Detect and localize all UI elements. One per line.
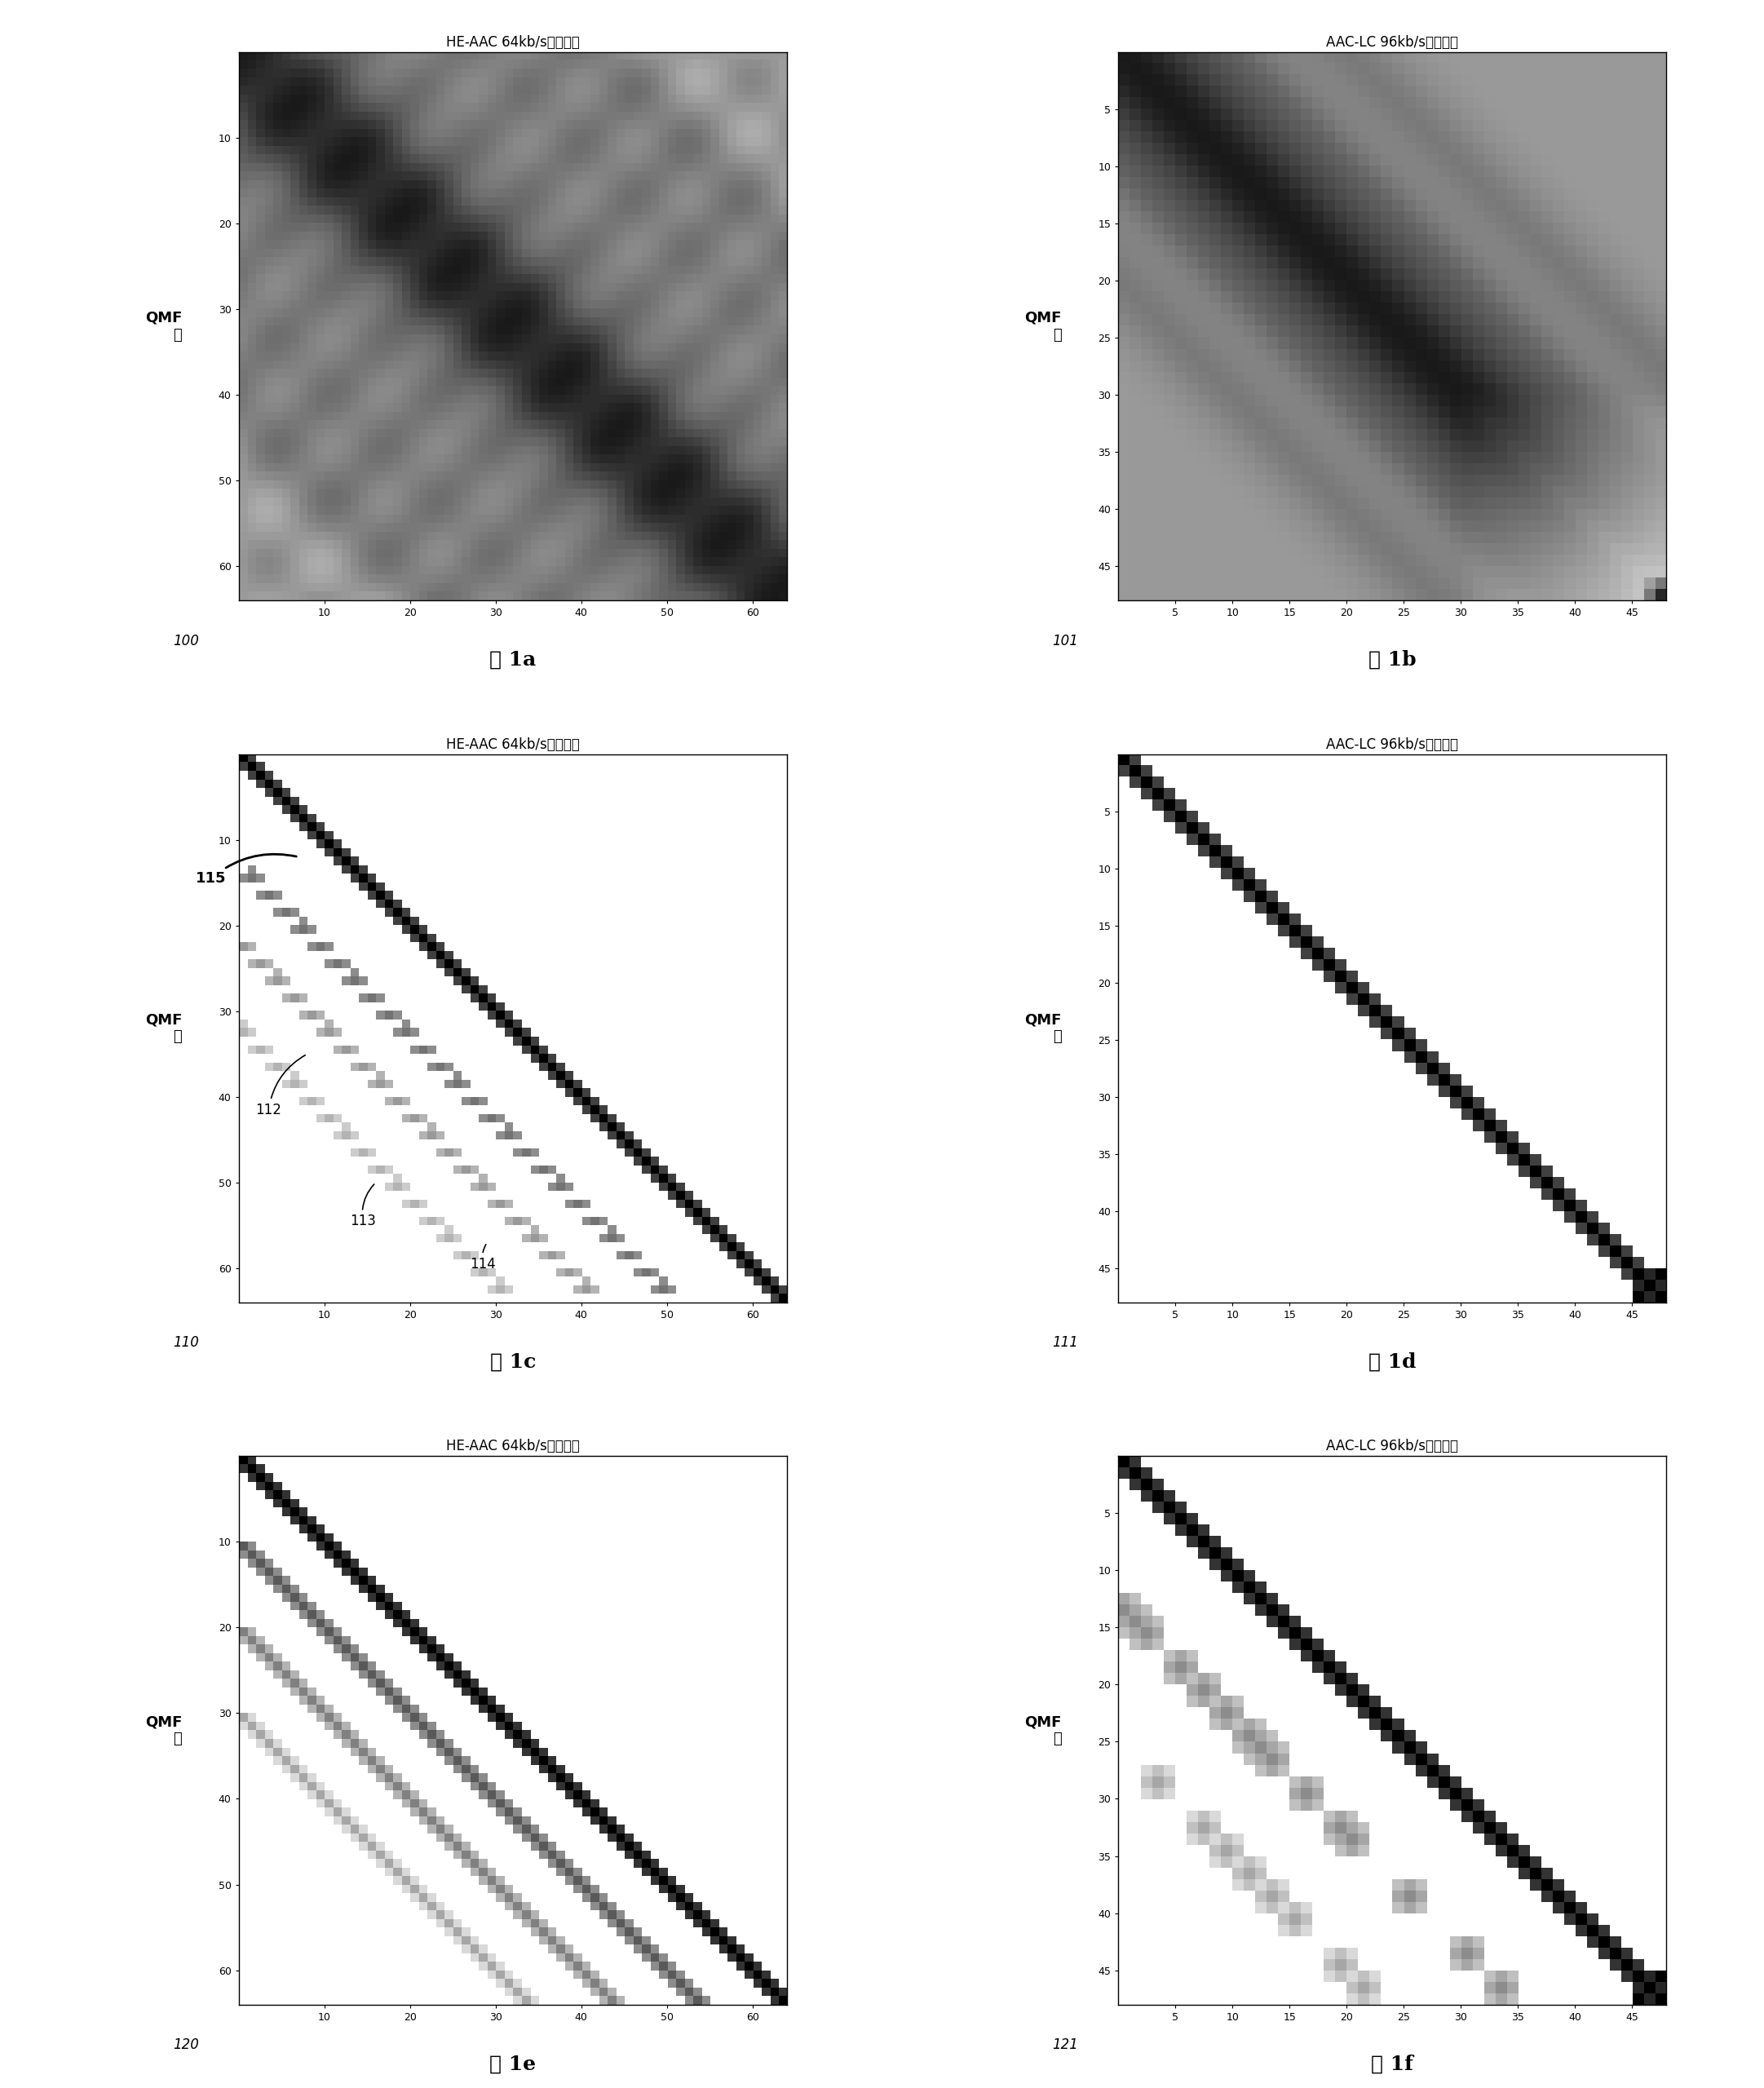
Title: AAC-LC 96kb/s（幅値）: AAC-LC 96kb/s（幅値） [1327, 1439, 1459, 1453]
Title: HE-AAC 64kb/s（幅値）: HE-AAC 64kb/s（幅値） [446, 1439, 580, 1453]
Title: AAC-LC 96kb/s（幅値）: AAC-LC 96kb/s（幅値） [1327, 35, 1459, 50]
Title: AAC-LC 96kb/s（幅値）: AAC-LC 96kb/s（幅値） [1327, 737, 1459, 752]
Text: 113: 113 [349, 1184, 376, 1228]
Y-axis label: QMF
带: QMF 带 [1025, 1013, 1062, 1044]
Title: HE-AAC 64kb/s（幅値）: HE-AAC 64kb/s（幅値） [446, 737, 580, 752]
Text: 图 1b: 图 1b [1369, 649, 1416, 670]
Text: 110: 110 [173, 1336, 199, 1351]
Title: HE-AAC 64kb/s（幅値）: HE-AAC 64kb/s（幅値） [446, 35, 580, 50]
Text: 图 1f: 图 1f [1371, 2055, 1413, 2073]
Text: 100: 100 [173, 633, 199, 647]
Text: 图 1d: 图 1d [1369, 1351, 1416, 1372]
Text: 图 1c: 图 1c [490, 1351, 536, 1372]
Y-axis label: QMF
带: QMF 带 [145, 311, 182, 342]
Text: 112: 112 [256, 1054, 305, 1117]
Y-axis label: QMF
带: QMF 带 [145, 1714, 182, 1746]
Y-axis label: QMF
带: QMF 带 [1025, 1714, 1062, 1746]
Text: 115: 115 [196, 854, 296, 885]
Text: 图 1a: 图 1a [489, 649, 536, 670]
Y-axis label: QMF
带: QMF 带 [145, 1013, 182, 1044]
Text: 101: 101 [1053, 633, 1078, 647]
Text: 图 1e: 图 1e [489, 2055, 536, 2073]
Text: 111: 111 [1053, 1336, 1078, 1351]
Y-axis label: QMF
带: QMF 带 [1025, 311, 1062, 342]
Text: 120: 120 [173, 2038, 199, 2053]
Text: 114: 114 [469, 1244, 496, 1272]
Text: 121: 121 [1053, 2038, 1078, 2053]
